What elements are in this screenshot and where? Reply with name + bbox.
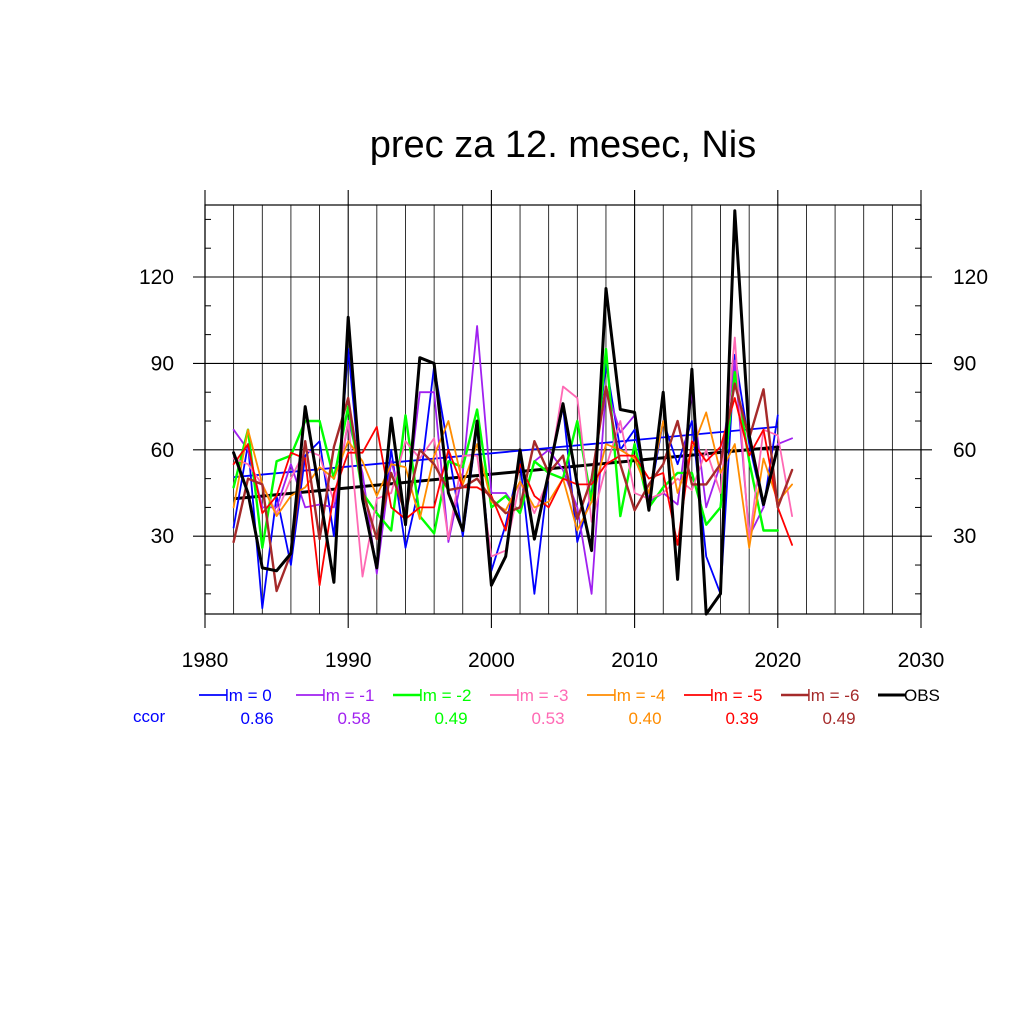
axes: 1980 1990 2000 2010 2020 2030 30 30 60 60 90 90 120 1… bbox=[139, 204, 988, 672]
series-group bbox=[232, 209, 794, 616]
legend-label: lm = -3 bbox=[516, 686, 568, 705]
plot-frame bbox=[204, 204, 922, 615]
series-line bbox=[232, 209, 780, 616]
legend-ccor-value: 0.49 bbox=[822, 709, 855, 728]
y-tick-label-right: 60 bbox=[953, 439, 976, 462]
legend-label: lm = 0 bbox=[225, 686, 272, 705]
ccor-label: ccor bbox=[133, 707, 165, 726]
legend-label: OBS bbox=[904, 686, 940, 705]
legend-label: lm = -6 bbox=[807, 686, 859, 705]
legend-ccor-value: 0.40 bbox=[628, 709, 661, 728]
x-tick-label: 2030 bbox=[898, 649, 945, 672]
legend-ccor-value: 0.39 bbox=[725, 709, 758, 728]
y-tick-label-right: 120 bbox=[953, 266, 988, 289]
y-tick-label-left: 30 bbox=[151, 525, 174, 548]
y-tick-label-left: 90 bbox=[151, 352, 174, 375]
legend-label: lm = -2 bbox=[419, 686, 471, 705]
legend-ccor-value: 0.58 bbox=[337, 709, 370, 728]
series-line bbox=[232, 336, 793, 578]
x-tick-label: 2020 bbox=[754, 649, 801, 672]
legend-label: lm = -5 bbox=[710, 686, 762, 705]
legend-label: lm = -4 bbox=[613, 686, 665, 705]
chart-title: prec za 12. mesec, Nis bbox=[370, 124, 756, 166]
legend-ccor-value: 0.53 bbox=[531, 709, 564, 728]
legend: ccor lm = 0 0.86 lm = -1 0.58 lm = -2 0.49 lm =… bbox=[133, 686, 940, 728]
x-tick-label: 2010 bbox=[611, 649, 658, 672]
y-tick-label-right: 90 bbox=[953, 352, 976, 375]
legend-label: lm = -1 bbox=[322, 686, 374, 705]
legend-ccor-value: 0.49 bbox=[434, 709, 467, 728]
y-tick-label-right: 30 bbox=[953, 525, 976, 548]
x-tick-label: 1990 bbox=[325, 649, 372, 672]
y-tick-label-left: 60 bbox=[151, 439, 174, 462]
grid bbox=[193, 190, 932, 628]
y-tick-label-left: 120 bbox=[139, 266, 174, 289]
x-tick-label: 1980 bbox=[182, 649, 229, 672]
legend-ccor-value: 0.86 bbox=[240, 709, 273, 728]
x-tick-label: 2000 bbox=[468, 649, 515, 672]
